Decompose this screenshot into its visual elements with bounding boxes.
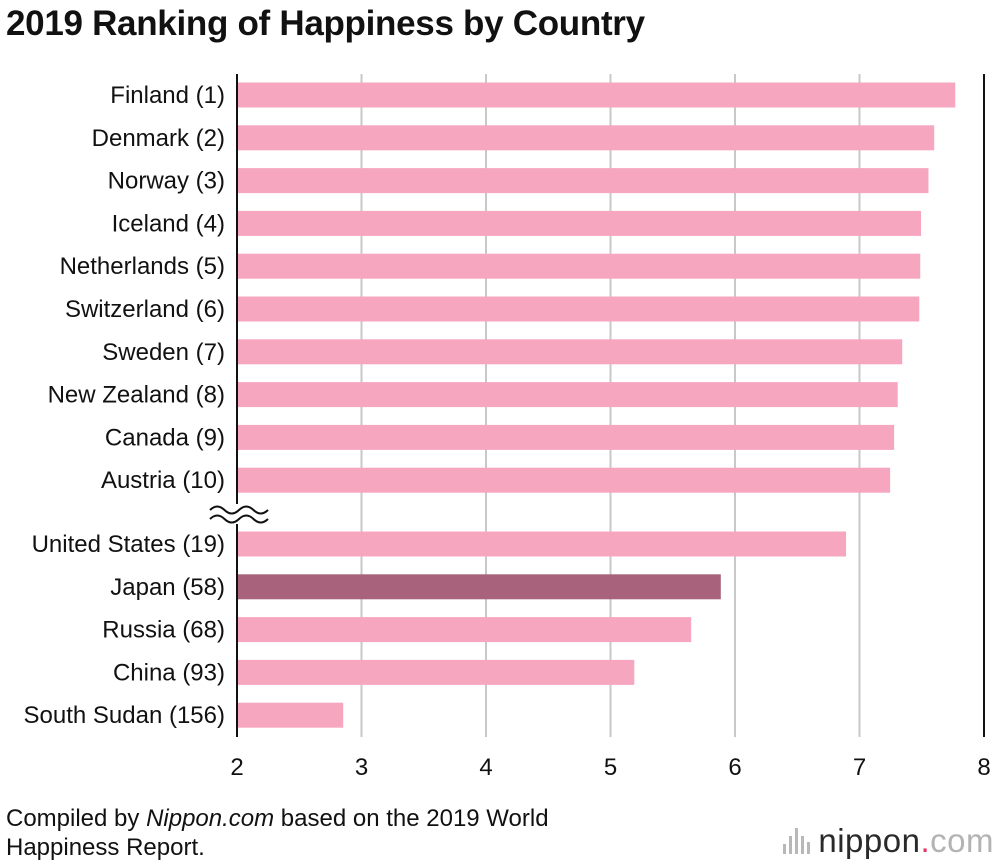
source-prefix: Compiled by (6, 805, 147, 832)
category-label-7: New Zealand (8) (48, 382, 225, 409)
x-tick-label-5: 7 (853, 754, 866, 781)
bar-14 (237, 702, 344, 728)
category-label-4: Netherlands (5) (60, 253, 225, 280)
x-tick-labels: 2 3 4 5 6 7 8 (230, 754, 990, 781)
x-tick-label-1: 3 (355, 754, 368, 781)
bar-8 (237, 424, 895, 450)
category-label-3: Iceland (4) (112, 210, 225, 237)
source-note: Compiled by Nippon.com based on the 2019… (6, 804, 646, 862)
bar-6 (237, 339, 903, 365)
nippon-logo: nippon.com (783, 822, 994, 860)
category-label-2: Norway (3) (108, 168, 225, 195)
axis-break-line-2 (209, 514, 269, 524)
axis-break-line-1 (209, 505, 269, 515)
bar-3 (237, 210, 922, 236)
axis-break (209, 504, 269, 524)
category-label-14: South Sudan (156) (24, 702, 225, 729)
bar-2 (237, 168, 929, 194)
category-label-5: Switzerland (6) (65, 296, 225, 323)
category-labels: Finland (1) Denmark (2) Norway (3) Iceland … (24, 82, 225, 729)
source-suffix: based on the 2019 World Happiness Report… (6, 805, 549, 861)
bar-13 (237, 659, 635, 685)
bar-7 (237, 382, 898, 408)
category-label-6: Sweden (7) (102, 339, 225, 366)
bar-12 (237, 617, 692, 643)
category-label-12: Russia (68) (102, 617, 225, 644)
bar-11 (237, 574, 721, 600)
category-label-9: Austria (10) (101, 467, 225, 494)
category-label-13: China (93) (113, 659, 225, 686)
bar-4 (237, 253, 921, 279)
category-label-1: Denmark (2) (92, 125, 225, 152)
x-tick-label-3: 5 (604, 754, 617, 781)
logo-wordmark: nippon.com (818, 822, 994, 860)
bar-9 (237, 467, 891, 493)
x-tick-label-4: 6 (728, 754, 741, 781)
logo-tld: com (930, 822, 994, 859)
category-label-8: Canada (9) (105, 424, 225, 451)
axes (236, 74, 985, 737)
logo-bars-icon (783, 828, 811, 854)
bars (237, 82, 956, 728)
source-name: Nippon.com (146, 805, 275, 832)
bar-chart: 2 3 4 5 6 7 8 Finland (1) Denmark (2) Norway (3)… (24, 74, 991, 781)
category-label-11: Japan (58) (110, 574, 225, 601)
bar-5 (237, 296, 920, 322)
category-label-0: Finland (1) (110, 82, 225, 109)
x-tick-label-0: 2 (230, 754, 243, 781)
category-label-10: United States (19) (32, 531, 225, 558)
logo-name: nippon (818, 822, 921, 859)
x-tick-label-6: 8 (977, 754, 990, 781)
x-tick-label-2: 4 (479, 754, 492, 781)
bar-10 (237, 531, 847, 557)
bar-1 (237, 125, 935, 151)
chart-title: 2019 Ranking of Happiness by Country (6, 4, 645, 43)
bar-0 (237, 82, 956, 108)
logo-dot: . (920, 822, 931, 859)
